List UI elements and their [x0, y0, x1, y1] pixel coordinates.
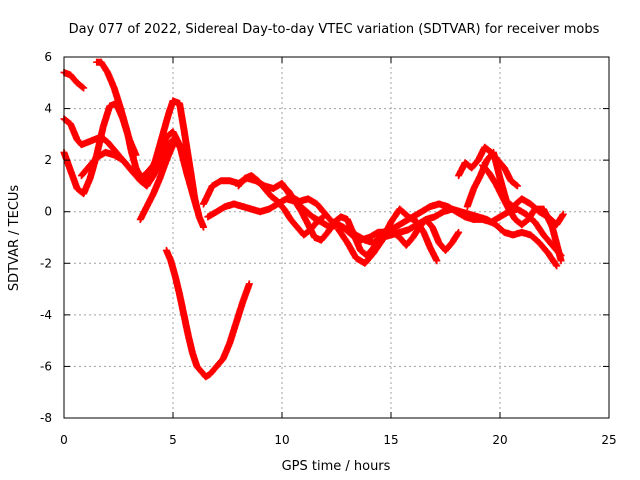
series-arc-l	[335, 205, 441, 267]
y-tick-labels: -8 -6 -4 -2 0 2 4 6	[40, 50, 52, 425]
series-arc-a	[60, 68, 88, 92]
y-axis-label: SDTVAR / TECUs	[7, 185, 22, 292]
data-points	[60, 58, 567, 381]
plot-frame	[63, 56, 610, 419]
x-tick-label: 20	[492, 433, 507, 447]
marker-trail	[78, 137, 180, 189]
x-axis-label: GPS time / hours	[282, 459, 391, 474]
y-tick-label: -4	[40, 308, 52, 322]
x-tick-label: 10	[274, 433, 289, 447]
axis-ticks	[63, 56, 610, 419]
marker-trail	[61, 69, 86, 91]
marker-trail	[137, 142, 176, 222]
marker-trail	[205, 195, 560, 269]
series-arc-g	[162, 246, 253, 381]
y-tick-label: -8	[40, 411, 52, 425]
marker-trail	[61, 116, 201, 212]
marker-trail	[336, 206, 440, 266]
y-tick-label: 6	[44, 50, 52, 64]
series-arc-d	[60, 99, 140, 198]
marker-trail	[480, 162, 565, 263]
series-arc-m	[455, 143, 521, 190]
chart-title: Day 077 of 2022, Sidereal Day-to-day VTE…	[69, 22, 600, 37]
marker-trail	[455, 144, 520, 189]
x-tick-labels: 0 5 10 15 20 25	[60, 433, 616, 447]
series-arc-i	[204, 195, 561, 270]
series-arc-f	[136, 141, 177, 223]
y-tick-label: 2	[44, 153, 52, 167]
x-tick-label: 5	[169, 433, 177, 447]
series-arc-o	[479, 161, 565, 265]
marker-trail	[235, 172, 326, 238]
x-tick-label: 25	[601, 433, 616, 447]
series-arc-k	[234, 172, 327, 239]
y-tick-label: 4	[44, 102, 52, 116]
series-arc-h	[200, 174, 565, 260]
marker-trail	[163, 248, 253, 380]
series-arc-j	[278, 182, 463, 260]
marker-trail	[279, 183, 462, 259]
y-tick-label: -6	[40, 359, 52, 373]
series-arc-b	[60, 115, 201, 213]
y-tick-label: 0	[44, 205, 52, 219]
x-tick-label: 0	[60, 433, 68, 447]
series-arc-e	[77, 136, 181, 190]
y-tick-label: -2	[40, 256, 52, 270]
x-tick-label: 15	[383, 433, 398, 447]
